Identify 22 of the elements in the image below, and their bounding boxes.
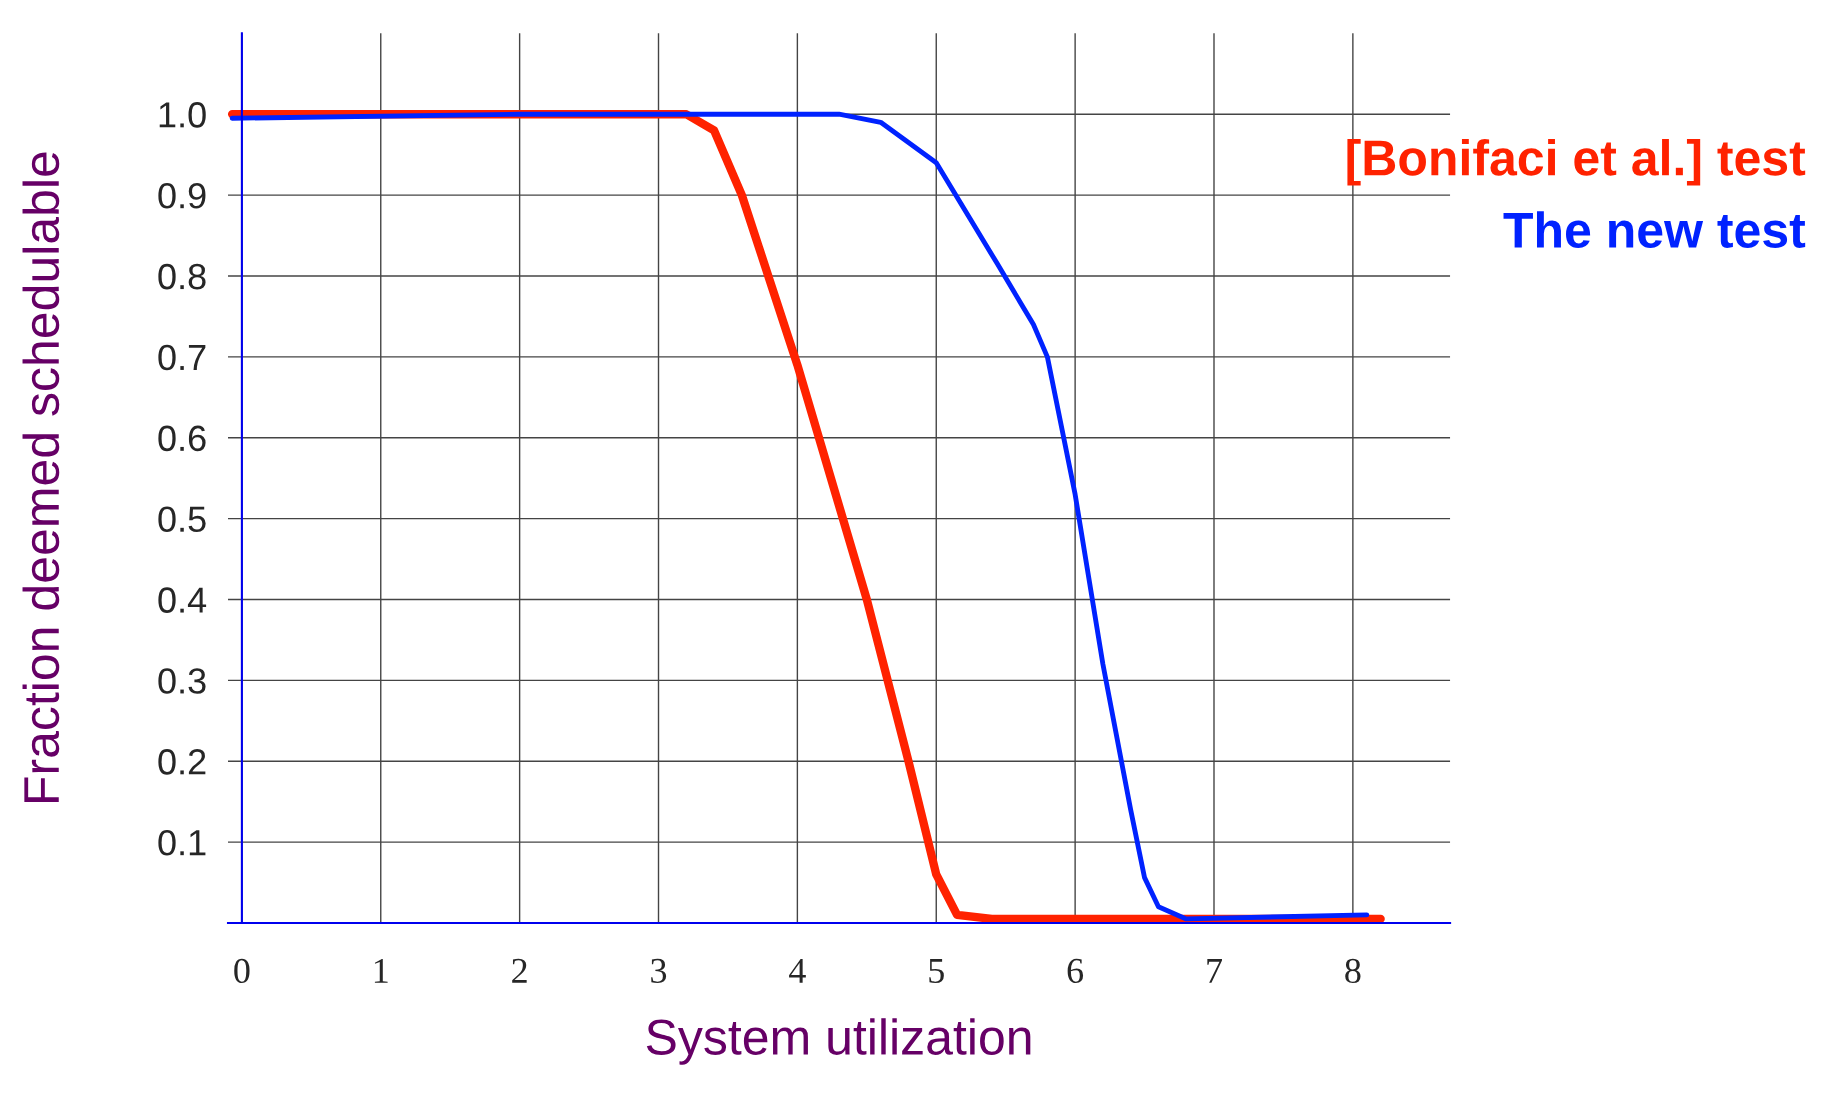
x-tick-label: 2: [512, 958, 527, 983]
x-axis-title: System utilization: [646, 1018, 1031, 1065]
x-tick-label: 8: [1345, 958, 1361, 984]
x-tick-label: 0: [234, 958, 250, 984]
y-tick-label: 0.5: [158, 506, 206, 533]
y-tick-label: 0.8: [158, 263, 206, 290]
y-tick-label: 1.0: [159, 102, 206, 128]
y-tick-label: 0.7: [158, 344, 206, 371]
x-tick-label: 7: [1207, 959, 1222, 983]
x-tick-label: 3: [651, 958, 667, 984]
y-tick-label: 0.1: [158, 829, 206, 856]
x-tick-label: 5: [929, 959, 944, 984]
x-tick-label: 1: [374, 958, 388, 983]
text: The new test: [1503, 211, 1806, 249]
y-tick-label: 0.6: [158, 425, 206, 452]
y-tick-label: 0.2: [158, 749, 206, 775]
y-axis-title: Fraction deemed schedulable: [22, 152, 60, 803]
x-tick-label: 6: [1067, 958, 1084, 984]
y-tick-label: 0.4: [158, 587, 207, 613]
y-tick-label: 0.9: [158, 182, 206, 209]
x-tick-label: 4: [789, 958, 806, 983]
y-tick-label: 0.3: [158, 668, 206, 694]
